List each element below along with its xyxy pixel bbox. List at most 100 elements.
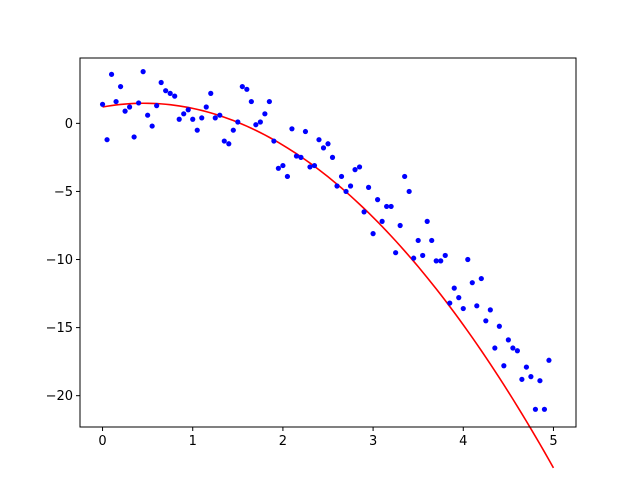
x-tick-label: 0 bbox=[98, 434, 106, 449]
ticks-layer: 0 1 2 3 4 5 0 −5 −10 −15 −20 bbox=[46, 117, 558, 449]
data-point bbox=[316, 137, 322, 143]
data-point bbox=[284, 173, 291, 180]
data-point bbox=[136, 100, 142, 106]
data-point bbox=[496, 323, 502, 329]
x-tick-label: 1 bbox=[189, 434, 197, 449]
data-point bbox=[230, 127, 236, 133]
data-point bbox=[244, 86, 250, 92]
data-point bbox=[379, 218, 385, 224]
data-point bbox=[474, 303, 480, 309]
data-point bbox=[181, 111, 187, 117]
axes-frame bbox=[79, 57, 577, 428]
data-point bbox=[347, 183, 354, 189]
data-point bbox=[519, 376, 525, 382]
y-tick-label: −15 bbox=[46, 321, 73, 336]
data-point bbox=[523, 364, 530, 370]
x-tick-label: 3 bbox=[369, 434, 377, 449]
data-point bbox=[429, 237, 435, 244]
data-point bbox=[415, 237, 421, 244]
data-point bbox=[456, 295, 462, 301]
data-point bbox=[510, 345, 516, 351]
data-point bbox=[217, 112, 223, 118]
data-point bbox=[131, 134, 137, 140]
data-point bbox=[172, 93, 178, 99]
data-point bbox=[329, 154, 336, 160]
data-point bbox=[140, 69, 146, 75]
data-point bbox=[99, 101, 106, 107]
data-point bbox=[384, 203, 390, 210]
data-point bbox=[465, 256, 471, 263]
data-point bbox=[388, 203, 394, 210]
y-tick-label: −20 bbox=[46, 389, 73, 404]
data-point bbox=[203, 104, 209, 110]
data-point bbox=[194, 127, 200, 133]
data-point bbox=[158, 79, 164, 86]
data-point bbox=[420, 252, 426, 259]
data-point bbox=[185, 107, 191, 113]
data-point bbox=[370, 231, 376, 237]
data-point bbox=[424, 218, 430, 224]
data-point bbox=[546, 357, 552, 363]
data-point bbox=[451, 285, 457, 291]
data-point bbox=[167, 90, 173, 96]
data-point bbox=[253, 122, 259, 128]
data-point bbox=[176, 116, 182, 122]
data-point bbox=[411, 255, 417, 261]
data-point bbox=[338, 173, 345, 180]
data-point bbox=[293, 153, 300, 159]
data-point bbox=[514, 348, 520, 354]
y-tick-label: −5 bbox=[54, 185, 73, 200]
data-point bbox=[447, 300, 453, 306]
data-point bbox=[190, 116, 196, 122]
data-point bbox=[307, 164, 313, 170]
data-point bbox=[365, 184, 372, 190]
data-point bbox=[505, 337, 511, 343]
data-point bbox=[442, 252, 448, 259]
data-point bbox=[532, 406, 539, 412]
x-tick-label: 2 bbox=[279, 434, 287, 449]
data-point bbox=[212, 115, 218, 121]
data-point bbox=[275, 165, 281, 171]
data-point bbox=[113, 98, 119, 105]
data-point bbox=[239, 83, 245, 90]
data-point bbox=[149, 123, 155, 129]
data-point bbox=[104, 137, 110, 143]
data-point bbox=[402, 173, 408, 180]
data-point bbox=[163, 88, 169, 94]
data-point bbox=[438, 258, 444, 264]
axes-layer bbox=[79, 57, 577, 428]
data-point bbox=[145, 112, 151, 118]
data-point bbox=[356, 164, 363, 170]
data-point bbox=[478, 275, 484, 282]
data-point bbox=[397, 222, 403, 229]
data-point bbox=[483, 318, 489, 324]
data-point bbox=[248, 98, 254, 105]
data-point bbox=[343, 188, 349, 195]
data-point bbox=[257, 119, 263, 125]
data-point bbox=[208, 90, 214, 96]
data-point bbox=[266, 98, 272, 105]
data-point bbox=[298, 154, 304, 160]
data-point bbox=[352, 167, 358, 173]
scatter-points-layer bbox=[99, 69, 552, 412]
x-tick-label: 4 bbox=[459, 434, 467, 449]
data-point bbox=[393, 250, 399, 256]
data-point bbox=[361, 209, 367, 215]
data-point bbox=[460, 305, 466, 312]
data-point bbox=[501, 363, 507, 369]
data-point bbox=[289, 126, 295, 132]
data-point bbox=[271, 138, 277, 144]
data-point bbox=[375, 197, 381, 203]
fit-line bbox=[102, 102, 555, 469]
data-point bbox=[154, 103, 160, 109]
data-point bbox=[334, 183, 340, 189]
data-point bbox=[469, 280, 475, 286]
y-tick-label: −10 bbox=[46, 253, 73, 268]
data-point bbox=[108, 71, 115, 77]
data-point bbox=[127, 104, 133, 110]
data-point bbox=[221, 138, 227, 144]
fit-line-layer bbox=[102, 102, 555, 469]
data-point bbox=[492, 345, 498, 351]
